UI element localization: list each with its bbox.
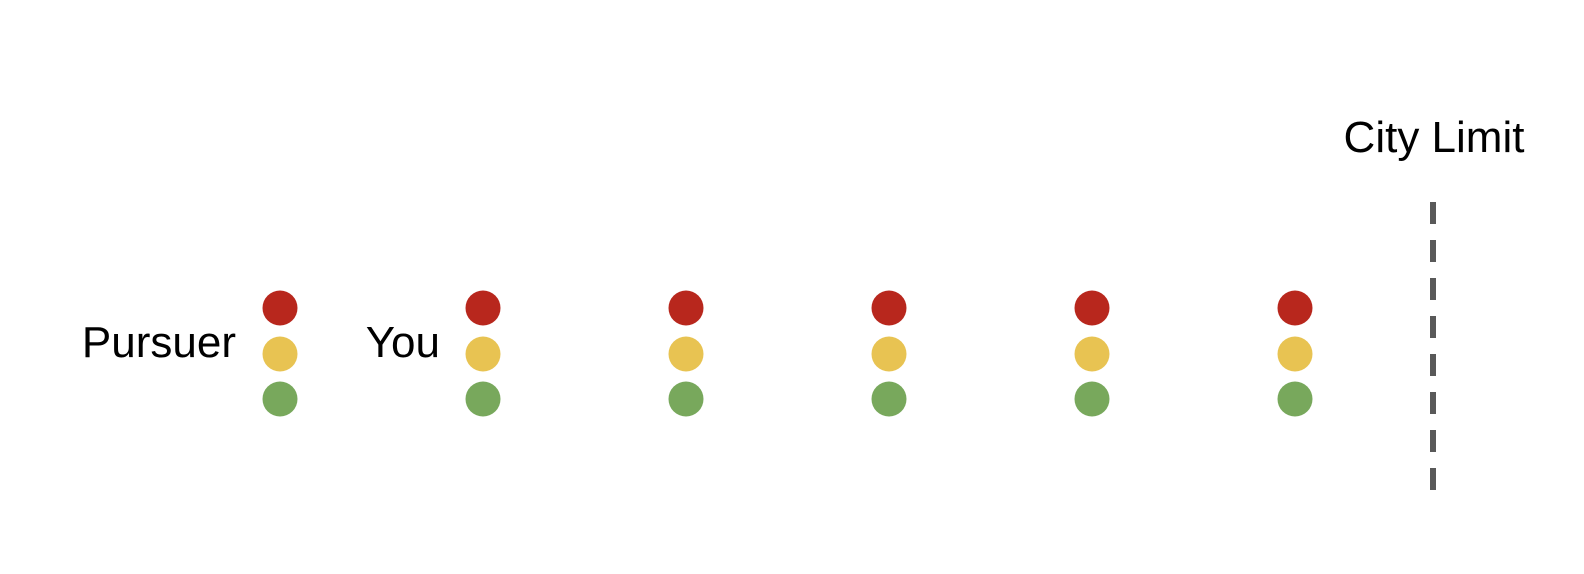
green-lamp (668, 381, 704, 417)
yellow-lamp (262, 336, 298, 372)
green-lamp (1074, 381, 1110, 417)
traffic-light (1074, 290, 1110, 417)
traffic-light (668, 290, 704, 417)
traffic-light (262, 290, 298, 417)
red-lamp (668, 290, 704, 326)
green-lamp (262, 381, 298, 417)
red-lamp (465, 290, 501, 326)
traffic-light (1277, 290, 1313, 417)
yellow-lamp (668, 336, 704, 372)
yellow-lamp (1277, 336, 1313, 372)
city-limit-label: City Limit (1344, 113, 1525, 162)
you-label: You (366, 318, 440, 367)
traffic-light (465, 290, 501, 417)
traffic-light (871, 290, 907, 417)
yellow-lamp (1074, 336, 1110, 372)
yellow-lamp (871, 336, 907, 372)
red-lamp (871, 290, 907, 326)
red-lamp (262, 290, 298, 326)
traffic-lights-group (262, 290, 1313, 417)
green-lamp (465, 381, 501, 417)
green-lamp (1277, 381, 1313, 417)
red-lamp (1074, 290, 1110, 326)
red-lamp (1277, 290, 1313, 326)
pursuer-label: Pursuer (82, 318, 236, 367)
green-lamp (871, 381, 907, 417)
yellow-lamp (465, 336, 501, 372)
